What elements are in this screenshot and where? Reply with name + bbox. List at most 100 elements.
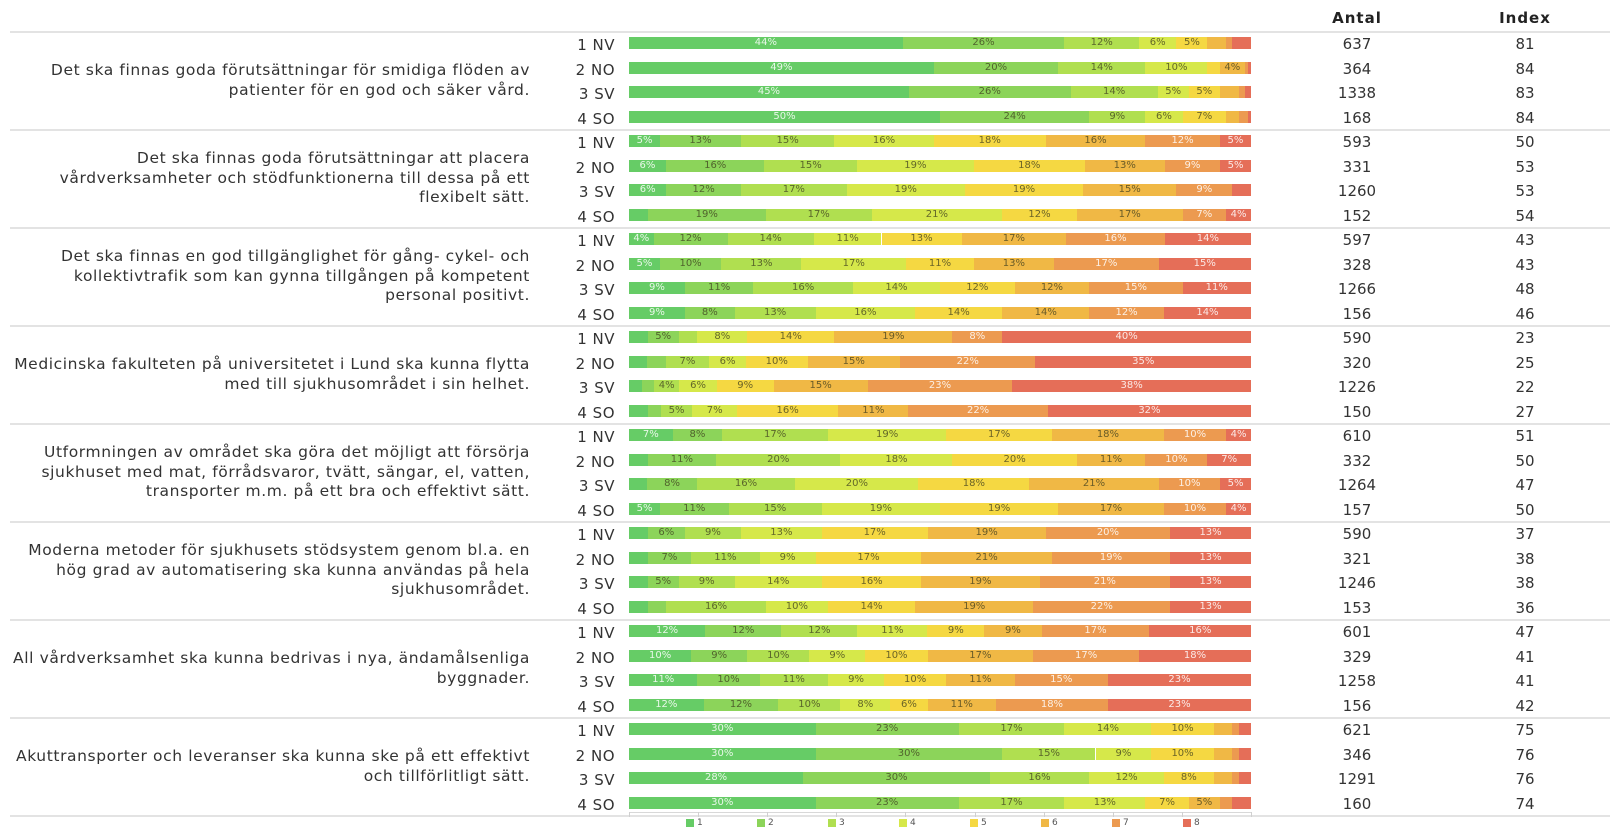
antal-value: 328	[1307, 256, 1407, 274]
antal-value: 590	[1307, 525, 1407, 543]
bar-segment-label: 17%	[822, 527, 928, 539]
bar-segment-4: 11%	[814, 233, 882, 245]
bar-segment-3: 12%	[1064, 37, 1139, 49]
bar-segment-label: 16%	[990, 772, 1090, 784]
region-label: 3 SV	[550, 85, 615, 103]
region-label: 4 SO	[550, 404, 615, 422]
bar-segment-2: 12%	[654, 233, 728, 245]
bar-segment-label: 17%	[801, 258, 906, 270]
bar-segment-3: 7%	[666, 356, 709, 368]
bar-segment-label: 11%	[814, 233, 882, 245]
stacked-bar: 5% 7% 16% 11% 22% 32%	[629, 405, 1251, 417]
bar-segment-label: 11%	[648, 454, 716, 466]
bar-segment-1	[629, 405, 648, 417]
bar-segment-5: 16%	[822, 576, 922, 588]
bar-segment-3: 16%	[753, 282, 853, 294]
bar-segment-label: 16%	[816, 307, 916, 319]
bar-segment-label: 16%	[822, 576, 922, 588]
bar-segment-label: 19%	[857, 160, 974, 172]
bar-segment-2: 20%	[934, 62, 1058, 74]
bar-segment-6: 17%	[1058, 503, 1164, 515]
bar-segment-label: 12%	[781, 625, 857, 637]
bar-segment-label: 22%	[900, 356, 1035, 368]
stacked-bar: 9% 8% 13% 16% 14% 14% 12% 14%	[629, 307, 1251, 319]
bar-segment-label: 7%	[1145, 797, 1189, 809]
bar-segment-label: 14%	[728, 233, 814, 245]
column-header-index: Index	[1475, 9, 1575, 27]
bar-segment-label: 20%	[795, 478, 918, 490]
antal-value: 160	[1307, 795, 1407, 813]
bar-segment-5: 18%	[918, 478, 1029, 490]
bar-segment-6: 17%	[928, 650, 1034, 662]
bar-segment-label: 21%	[872, 209, 1003, 221]
bar-segment-8: 4%	[1226, 503, 1251, 515]
antal-value: 1266	[1307, 280, 1407, 298]
bar-segment-label: 20%	[952, 454, 1076, 466]
bar-segment-5: 19%	[940, 503, 1058, 515]
bar-segment-4: 8%	[697, 331, 747, 343]
question-label: Moderna metoder för sjukhusets stödsyste…	[10, 541, 530, 600]
bar-segment-1: 28%	[629, 772, 803, 784]
bar-segment-6	[1220, 86, 1239, 98]
antal-value: 153	[1307, 599, 1407, 617]
bar-segment-6: 19%	[834, 331, 952, 343]
bar-segment-2: 7%	[648, 552, 692, 564]
bar-segment-5: 18%	[934, 135, 1046, 147]
bar-segment-3: 14%	[1058, 62, 1145, 74]
bar-segment-6: 21%	[1029, 478, 1158, 490]
group-separator	[10, 227, 1610, 229]
bar-segment-5: 10%	[1151, 723, 1213, 735]
bar-segment-label: 10%	[747, 650, 809, 662]
bar-segment-label: 18%	[996, 699, 1108, 711]
bar-segment-label: 15%	[1002, 748, 1095, 760]
group-separator	[10, 325, 1610, 327]
bar-segment-label: 13%	[1170, 601, 1251, 613]
bar-segment-8: 4%	[1226, 209, 1251, 221]
bar-segment-label: 9%	[629, 307, 685, 319]
bar-segment-2: 23%	[816, 797, 959, 809]
region-label: 4 SO	[550, 600, 615, 618]
bar-segment-label: 4%	[654, 380, 679, 392]
bar-segment-7: 9%	[1176, 184, 1232, 196]
bar-segment-label: 17%	[959, 797, 1065, 809]
question-label: All vårdverksamhet ska kunna bedrivas i …	[10, 649, 530, 688]
bar-segment-label: 11%	[857, 625, 927, 637]
stacked-bar: 12% 12% 12% 11% 9% 9% 17% 16%	[629, 625, 1251, 637]
bar-segment-5: 12%	[1002, 209, 1077, 221]
bar-segment-8: 14%	[1165, 233, 1251, 245]
antal-value: 156	[1307, 305, 1407, 323]
bar-segment-4: 5%	[1158, 86, 1189, 98]
bar-segment-label: 15%	[764, 160, 856, 172]
bar-segment-7: 22%	[908, 405, 1048, 417]
legend-swatch	[1041, 819, 1049, 827]
region-label: 3 SV	[550, 183, 615, 201]
bar-segment-3: 11%	[760, 674, 828, 686]
bar-segment-label: 17%	[816, 552, 922, 564]
bar-segment-6: 11%	[928, 699, 996, 711]
legend-label: 4	[910, 818, 916, 828]
bar-segment-2	[642, 380, 655, 392]
group-separator	[10, 31, 1610, 33]
bar-segment-label: 17%	[1042, 625, 1150, 637]
index-value: 42	[1475, 697, 1575, 715]
bar-segment-label: 13%	[741, 527, 822, 539]
bar-segment-4: 14%	[853, 282, 940, 294]
bar-segment-1	[629, 356, 647, 368]
bar-segment-8: 23%	[1108, 699, 1251, 711]
bar-segment-6: 21%	[921, 552, 1052, 564]
bar-segment-7: 7%	[1183, 209, 1227, 221]
bar-segment-1	[629, 576, 648, 588]
bar-segment-8	[1232, 37, 1251, 49]
stacked-bar: 6% 9% 13% 17% 19% 20% 13%	[629, 527, 1251, 539]
x-axis-tick	[629, 812, 630, 817]
legend-swatch	[828, 819, 836, 827]
bar-segment-8: 13%	[1170, 527, 1251, 539]
bar-segment-label: 11%	[838, 405, 908, 417]
legend-label: 3	[839, 818, 845, 828]
bar-segment-label: 16%	[1066, 233, 1165, 245]
question-label: Medicinska fakulteten på universitetet i…	[10, 355, 530, 394]
index-value: 37	[1475, 525, 1575, 543]
bar-segment-label: 14%	[915, 307, 1002, 319]
group-separator	[10, 619, 1610, 621]
bar-segment-2: 8%	[647, 478, 696, 490]
